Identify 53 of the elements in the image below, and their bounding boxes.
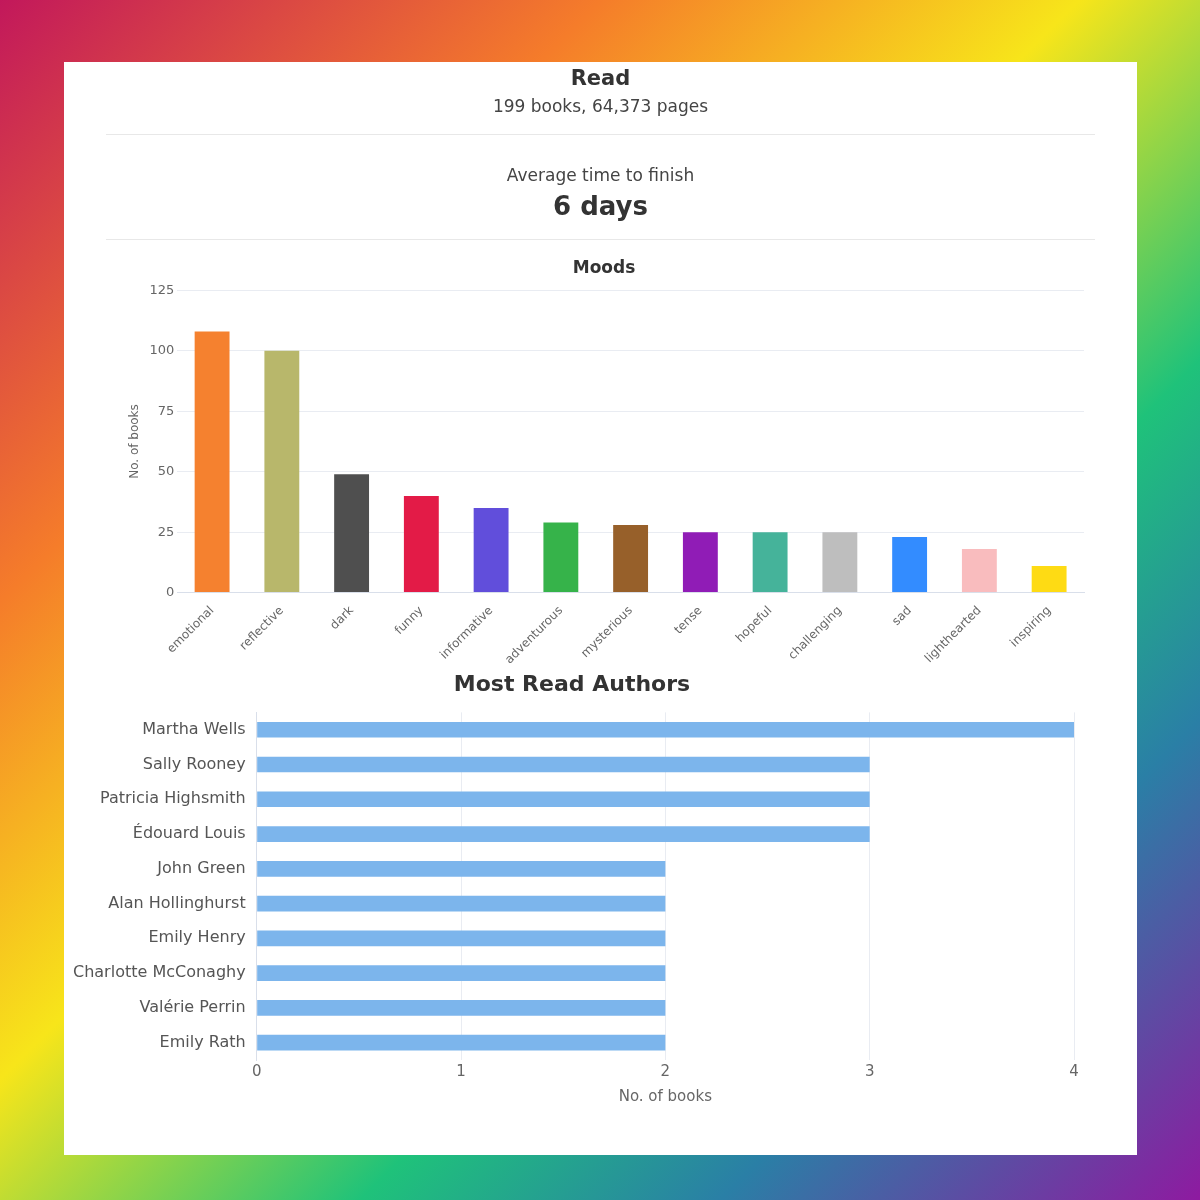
x-axis-title: No. of books [618,1086,713,1105]
bar [257,791,870,808]
y-axis-title: No. of books [127,404,142,479]
y-tick-label: Sally Rooney [142,753,246,773]
text: Average time to finish [505,165,696,185]
text: 6 days [552,191,649,221]
bar [961,549,997,593]
text: 199 books, 64,373 pages [491,96,710,116]
y-tick-label: Charlotte McConaghy [72,962,246,982]
bar [682,532,718,593]
y-tick-label: Emily Rath [159,1031,246,1051]
y-tick-label: John Green [156,857,246,877]
chart-title: Moods [572,256,636,277]
y-tick-label: Martha Wells [142,718,246,738]
bar [194,331,230,593]
bar [613,524,649,593]
x-tick-label: 2 [660,1061,671,1080]
bar [257,756,870,773]
bar [257,930,666,947]
bar [543,522,579,593]
y-tick-label: 125 [149,281,175,297]
bar [473,508,509,593]
bar [257,965,666,981]
bar [264,350,300,593]
bar [1031,566,1067,593]
y-tick-label: Alan Hollinghurst [108,892,246,912]
x-tick-label: 0 [251,1061,262,1080]
y-tick-label: 50 [157,463,175,479]
bar [257,721,1074,738]
bar [257,1034,666,1051]
y-tick-label: Édouard Louis [132,823,246,843]
text: Read [569,65,632,90]
x-tick-label: sad [889,603,914,629]
y-tick-label: Valérie Perrin [139,997,246,1017]
y-tick-label: 25 [157,523,175,539]
y-tick-label: 75 [157,402,175,418]
bar [892,537,928,593]
bar [752,532,788,593]
bar [257,826,870,842]
x-tick-label: 4 [1069,1061,1079,1080]
y-tick-label: 0 [165,583,175,599]
bar [334,474,370,593]
bar [257,1000,666,1016]
y-tick-label: 100 [149,342,175,358]
x-tick-label: 1 [456,1061,466,1080]
chart-title: Most Read Authors [453,670,691,696]
bar [822,532,858,593]
bar [403,495,439,593]
y-tick-label: Emily Henry [148,927,246,947]
y-tick-label: Patricia Highsmith [99,788,246,808]
x-tick-label: 3 [864,1061,875,1080]
bar [257,861,666,877]
bar [257,895,666,912]
